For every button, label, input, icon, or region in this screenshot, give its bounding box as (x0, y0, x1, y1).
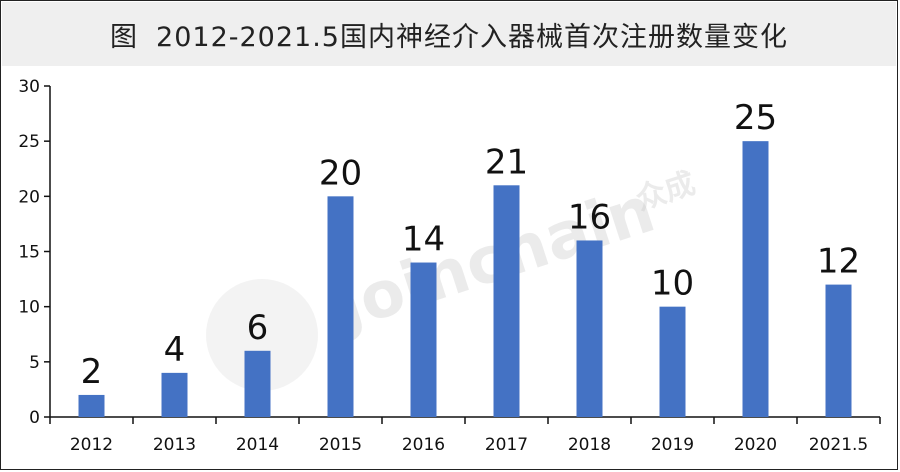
data-label-2020: 25 (734, 98, 777, 138)
watermark-logo (206, 279, 318, 391)
bar-2012 (78, 394, 105, 417)
x-tick-label: 2015 (319, 435, 362, 455)
bar-2017 (493, 185, 520, 417)
data-label-2012: 2 (81, 352, 103, 392)
data-label-2018: 16 (568, 197, 611, 237)
bar-2021.5 (825, 284, 852, 417)
bar-2018 (576, 240, 603, 417)
y-tick-label: 15 (18, 243, 40, 263)
watermark-cn: 众成 (632, 166, 700, 218)
x-tick-label: 2016 (402, 435, 445, 455)
data-label-2019: 10 (651, 264, 694, 304)
x-tick-label: 2020 (734, 435, 777, 455)
data-label-2014: 6 (247, 308, 269, 348)
data-label-2013: 4 (164, 330, 186, 370)
watermark: Joinchain 众成 (206, 166, 700, 391)
title-text: 2012-2021.5国内神经介入器械首次注册数量变化 (156, 21, 788, 53)
x-tick-label: 2021.5 (809, 435, 868, 455)
bar-2014 (244, 350, 271, 417)
x-tick-label: 2019 (651, 435, 694, 455)
bar-2020 (742, 141, 769, 417)
x-tick-label: 2017 (485, 435, 528, 455)
y-tick-label: 25 (18, 132, 40, 152)
bars (78, 141, 852, 417)
x-tick-label: 2018 (568, 435, 611, 455)
x-tick-label: 2013 (153, 435, 196, 455)
data-labels: 2 4 6 20 14 21 16 10 25 12 (81, 98, 860, 392)
x-tick-label: 2012 (70, 435, 113, 455)
data-label-2015: 20 (319, 153, 362, 193)
x-tick-label: 2014 (236, 435, 279, 455)
y-axis: 0 5 10 15 20 25 30 (18, 77, 51, 428)
y-tick-label: 30 (18, 77, 40, 97)
chart-title: 图 2012-2021.5国内神经介入器械首次注册数量变化 (110, 15, 788, 54)
watermark-brand: Joinchain (323, 173, 663, 346)
data-label-2017: 21 (485, 142, 528, 182)
data-label-2021.5: 12 (817, 242, 860, 282)
figure-prefix: 图 (110, 21, 139, 53)
x-axis: 2012 2013 2014 2015 2016 2017 2018 2019 2020 2021… (49, 416, 881, 455)
bar-2015 (327, 196, 354, 417)
bar-2013 (161, 372, 188, 417)
bar-2016 (410, 262, 437, 417)
bar-2019 (659, 306, 686, 417)
title-bar: 图 2012-2021.5国内神经介入器械首次注册数量变化 (2, 2, 896, 66)
y-tick-label: 10 (18, 298, 40, 318)
y-tick-label: 20 (18, 187, 40, 207)
data-label-2016: 14 (402, 220, 445, 260)
y-tick-label: 0 (29, 408, 40, 428)
y-tick-label: 5 (29, 353, 40, 373)
